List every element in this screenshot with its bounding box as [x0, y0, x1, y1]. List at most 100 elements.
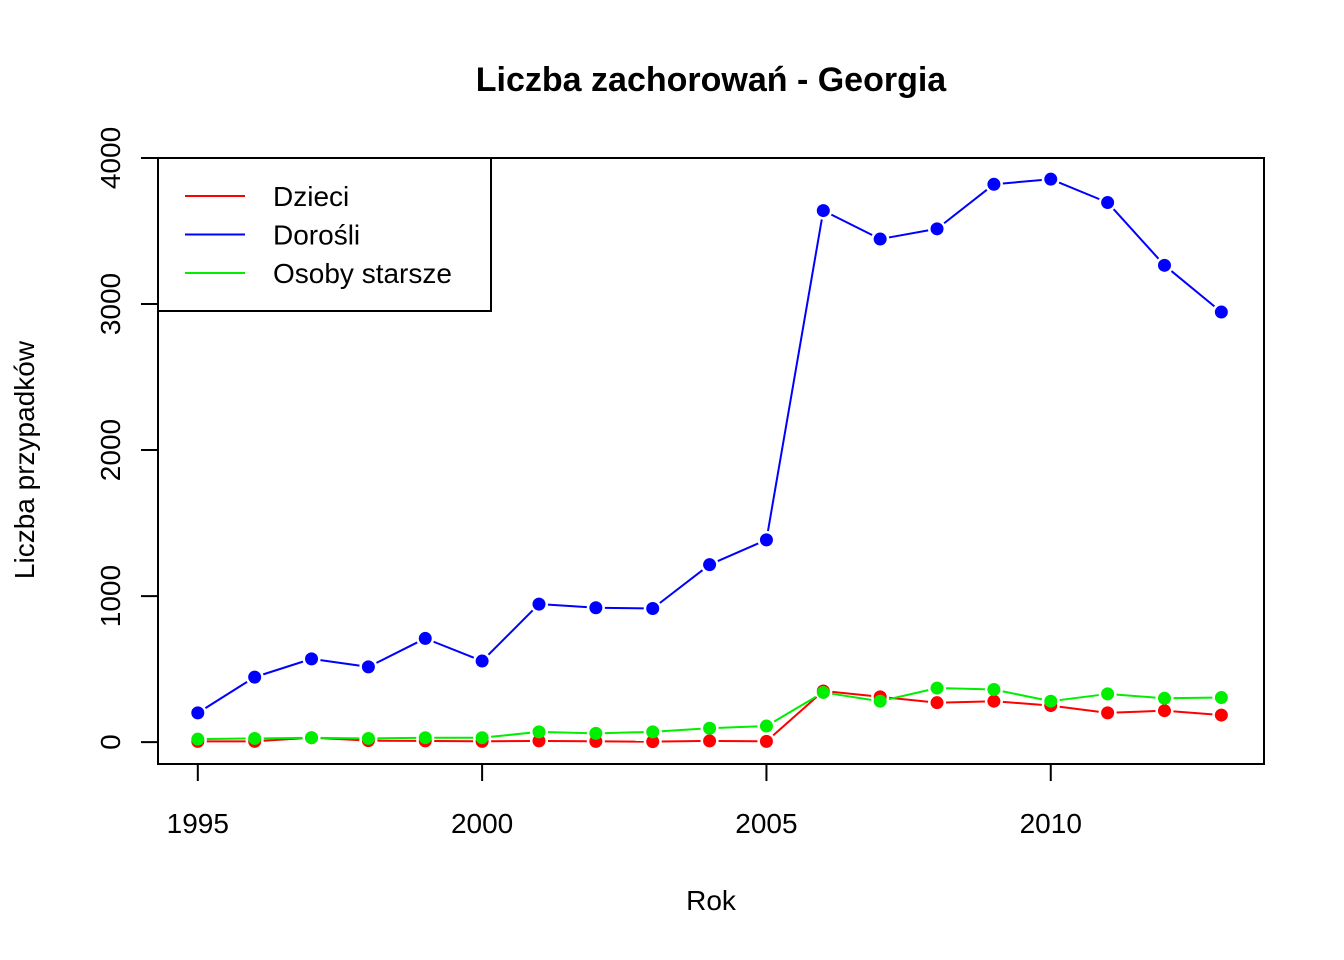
data-point	[646, 735, 660, 749]
data-point	[873, 694, 887, 708]
legend: Dzieci Dorośli Osoby starsze	[157, 157, 492, 312]
series-segment	[262, 660, 304, 676]
data-point	[361, 731, 375, 745]
series-segment	[943, 189, 988, 225]
x-tick-label: 1995	[167, 808, 229, 839]
series-segment	[661, 727, 701, 733]
data-point	[418, 631, 432, 645]
data-point	[589, 726, 603, 740]
data-point	[1157, 704, 1171, 718]
x-tick-label: 2000	[451, 808, 513, 839]
data-point	[361, 660, 375, 674]
legend-label: Dorośli	[273, 220, 360, 251]
series-segment	[487, 609, 534, 656]
series-segment	[888, 689, 929, 701]
series-segment	[375, 641, 418, 664]
data-point	[930, 222, 944, 236]
data-point	[532, 734, 546, 748]
data-point	[248, 670, 262, 684]
y-tick-label: 3000	[95, 273, 126, 335]
series-segment	[1059, 705, 1099, 713]
data-point	[703, 734, 717, 748]
data-point	[1044, 172, 1058, 186]
data-point	[1157, 258, 1171, 272]
data-point	[1157, 691, 1171, 705]
data-point	[191, 732, 205, 746]
data-point	[589, 601, 603, 615]
series-segment	[1002, 700, 1042, 706]
series-segment	[717, 542, 759, 562]
data-point	[1101, 706, 1115, 720]
series-segment	[659, 569, 704, 604]
data-point	[646, 601, 660, 615]
series-dorośli	[191, 172, 1228, 720]
data-point	[759, 719, 773, 733]
series-segment	[832, 692, 872, 701]
x-axis: 1995 2000 2005 2010	[167, 763, 1082, 839]
series-segment	[1002, 690, 1043, 701]
data-point	[1214, 305, 1228, 319]
data-point	[759, 734, 773, 748]
y-axis-label: Liczba przypadków	[9, 340, 40, 579]
chart-title: Liczba zachorowań - Georgia	[476, 61, 948, 99]
series-segment	[1116, 693, 1156, 699]
y-tick-label: 0	[95, 734, 126, 750]
data-point	[475, 654, 489, 668]
x-tick-label: 2005	[735, 808, 797, 839]
data-point	[305, 652, 319, 666]
series-segment	[320, 659, 360, 667]
data-point	[1101, 687, 1115, 701]
series-segment	[433, 640, 475, 659]
series-layer	[191, 172, 1228, 749]
data-point	[191, 706, 205, 720]
series-segment	[1173, 710, 1213, 716]
data-point	[816, 204, 830, 218]
series-segment	[772, 696, 818, 737]
data-point	[646, 725, 660, 739]
legend-label: Dzieci	[273, 181, 349, 212]
series-segment	[547, 603, 587, 609]
series-segment	[204, 681, 248, 709]
series-segment	[946, 687, 985, 691]
series-segment	[946, 700, 985, 704]
y-tick-label: 4000	[95, 127, 126, 189]
data-point	[1214, 708, 1228, 722]
y-tick-label: 1000	[95, 565, 126, 627]
data-point	[532, 725, 546, 739]
series-segment	[604, 731, 644, 735]
data-point	[987, 694, 1001, 708]
x-axis-label: Rok	[686, 885, 737, 916]
series-segment	[830, 213, 873, 236]
series-segment	[773, 696, 817, 723]
y-axis: 0 1000 2000 3000 4000	[95, 127, 159, 750]
data-point	[248, 731, 262, 745]
data-point	[1044, 694, 1058, 708]
series-segment	[832, 690, 872, 697]
series-segment	[1058, 181, 1100, 201]
data-point	[987, 683, 1001, 697]
data-point	[987, 177, 1001, 191]
data-point	[930, 681, 944, 695]
series-segment	[1116, 710, 1156, 714]
series-segment	[547, 731, 587, 735]
series-segment	[1059, 694, 1099, 702]
data-point	[930, 696, 944, 710]
series-segment	[490, 731, 531, 738]
data-point	[305, 731, 319, 745]
y-tick-label: 2000	[95, 419, 126, 481]
series-osoby-starsze	[191, 681, 1228, 746]
data-point	[873, 232, 887, 246]
data-point	[1101, 196, 1115, 210]
series-segment	[888, 229, 929, 239]
data-point	[816, 685, 830, 699]
series-segment	[1170, 270, 1216, 308]
data-point	[1214, 691, 1228, 705]
series-segment	[1002, 178, 1042, 185]
data-point	[532, 597, 546, 611]
series-segment	[1112, 208, 1160, 260]
series-segment	[766, 219, 823, 532]
data-point	[418, 731, 432, 745]
x-tick-label: 2010	[1020, 808, 1082, 839]
data-point	[703, 721, 717, 735]
